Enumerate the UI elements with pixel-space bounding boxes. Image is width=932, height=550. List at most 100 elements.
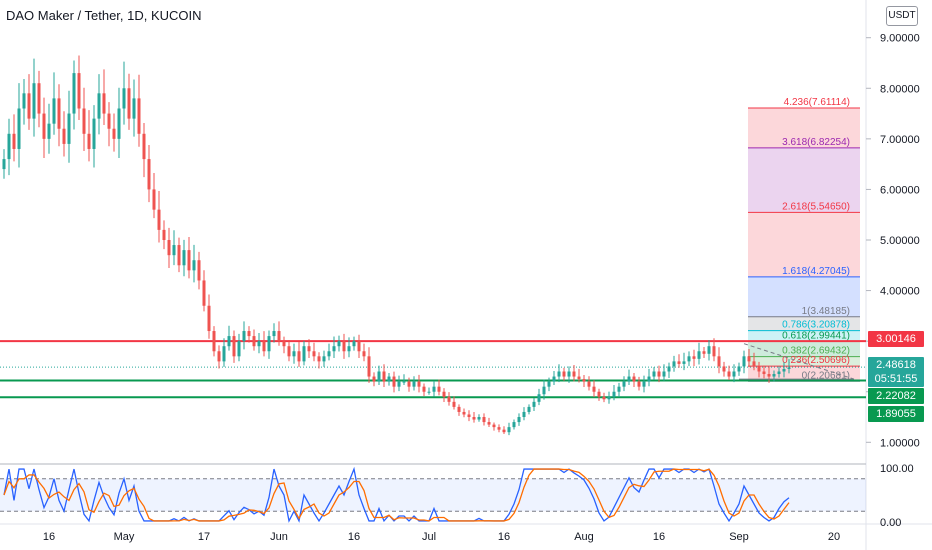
candle-body	[292, 351, 296, 357]
candle-body	[467, 414, 471, 418]
candle-body	[432, 386, 436, 392]
candle-body	[652, 371, 656, 377]
candle-body	[772, 374, 776, 377]
candle-body	[37, 83, 41, 114]
candle-body	[127, 88, 131, 119]
time-tick-label: 16	[653, 531, 665, 543]
time-tick-label: 16	[43, 531, 55, 543]
price-tick-label: 1.00000	[880, 437, 920, 449]
fib-level-label: 1(3.48185)	[802, 306, 850, 317]
candle-body	[247, 331, 251, 337]
candle-body	[312, 351, 316, 357]
candle-body	[417, 381, 421, 387]
candle-body	[647, 376, 651, 382]
candle-body	[592, 386, 596, 392]
candle-body	[752, 361, 756, 367]
candle-body	[657, 371, 661, 377]
candle-body	[472, 417, 476, 420]
candle-body	[777, 371, 781, 375]
candle-body	[727, 371, 731, 377]
candle-body	[137, 98, 141, 134]
candle-body	[177, 245, 181, 266]
fib-zone	[748, 147, 860, 213]
stoch-tick-label: 0.00	[880, 517, 901, 529]
candle-body	[532, 401, 536, 407]
candle-body	[157, 209, 161, 230]
fibonacci-extension: 4.236(7.61114) 3.618(6.82254) 2.618(5.5465…	[748, 97, 860, 382]
candle-body	[382, 371, 386, 382]
candle-body	[322, 356, 326, 362]
candle-body	[687, 356, 691, 362]
candle-body	[42, 113, 46, 139]
candle-body	[627, 376, 631, 382]
current-price-tag: 2.48618	[868, 357, 924, 373]
chart-title: DAO Maker / Tether, 1D, KUCOIN	[6, 8, 202, 23]
candle-body	[542, 386, 546, 395]
candle-body	[427, 391, 431, 393]
candle-body	[612, 391, 616, 397]
candle-body	[192, 260, 196, 271]
currency-button[interactable]: USDT	[886, 6, 918, 26]
stochastic-panel: 100.00 0.00	[0, 463, 914, 529]
candle-body	[397, 381, 401, 387]
candle-body	[57, 98, 61, 129]
candle-body	[512, 422, 516, 428]
stoch-d-line	[3, 468, 790, 522]
time-tick-label: 17	[198, 531, 210, 543]
candle-body	[522, 411, 526, 418]
candle-body	[117, 108, 121, 139]
candle-body	[422, 386, 426, 392]
candle-body	[172, 245, 176, 256]
fib-level-label: 4.236(7.61114)	[784, 97, 850, 108]
candle-body	[462, 411, 466, 415]
candle-body	[452, 401, 456, 407]
candle-body	[132, 98, 136, 119]
candle-body	[87, 133, 91, 149]
candle-body	[667, 366, 671, 372]
candle-body	[62, 128, 66, 144]
candle-body	[562, 371, 566, 377]
fib-zone	[748, 341, 860, 357]
candle-body	[762, 371, 766, 375]
candle-body	[497, 427, 501, 430]
candle-body	[477, 417, 481, 420]
candle-body	[262, 341, 266, 352]
candle-body	[332, 346, 336, 352]
price-tick-label: 9.00000	[880, 33, 920, 45]
candle-body	[577, 376, 581, 380]
candle-body	[32, 83, 36, 119]
candle-body	[232, 336, 236, 357]
candle-body	[682, 361, 686, 364]
support-price-tag-1: 2.22082	[868, 388, 924, 404]
fib-level-label: 0.382(2.69432)	[782, 346, 850, 357]
fib-zone	[748, 107, 860, 148]
candle-body	[22, 93, 26, 109]
candle-body	[242, 331, 246, 342]
candle-body	[737, 366, 741, 372]
stoch-tick-label: 100.00	[880, 463, 914, 475]
fib-zone	[748, 212, 860, 277]
candle-body	[732, 371, 736, 377]
candle-body	[537, 394, 541, 402]
candle-body	[362, 351, 366, 357]
candle-body	[622, 381, 626, 387]
candle-body	[52, 98, 56, 124]
time-tick-label: Jul	[422, 531, 436, 543]
candle-body	[77, 73, 81, 109]
candle-body	[342, 341, 346, 352]
price-tick-label: 5.00000	[880, 235, 920, 247]
horizontal-lines	[0, 340, 866, 399]
candle-body	[217, 351, 221, 362]
trend-line	[743, 343, 855, 380]
candle-body	[282, 341, 286, 347]
time-tick-label: 16	[348, 531, 360, 543]
candle-body	[287, 346, 291, 357]
fib-level-label: 0.236(2.50696)	[782, 355, 850, 366]
time-axis[interactable]: 16 May 17 Jun 16 Jul 16 Aug 16 Sep 20	[43, 531, 840, 543]
fib-level-label: 1.618(4.27045)	[782, 266, 850, 277]
candle-body	[227, 336, 231, 347]
fib-level-label: 0.618(2.99441)	[782, 330, 850, 341]
candle-body	[347, 346, 351, 352]
candle-body	[662, 371, 666, 377]
